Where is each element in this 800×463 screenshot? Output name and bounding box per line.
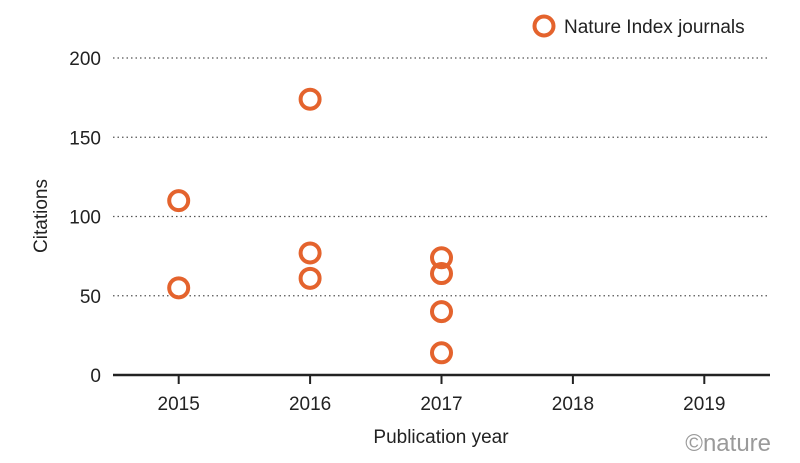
y-tick-label: 50 — [80, 287, 101, 308]
data-point — [298, 266, 322, 290]
x-tick-label: 2018 — [552, 394, 594, 415]
x-tick-label: 2019 — [683, 394, 725, 415]
y-tick-label: 100 — [69, 208, 101, 229]
y-axis-title: Citations — [31, 179, 52, 253]
y-tick-label: 150 — [69, 128, 101, 149]
data-point — [430, 262, 453, 286]
legend: Nature Index journals — [532, 14, 745, 38]
nature-credit-logo: ©nature — [685, 430, 771, 457]
legend-label: Nature Index journals — [564, 17, 745, 38]
legend-marker — [532, 14, 556, 38]
data-point — [430, 300, 453, 324]
data-point — [167, 276, 191, 300]
y-axis-ticks: 0 50 100 150 200 — [69, 49, 101, 387]
x-tick-label: 2015 — [158, 394, 200, 415]
data-point — [430, 341, 453, 365]
data-point — [430, 246, 453, 270]
data-point — [167, 189, 191, 213]
x-tick-label: 2016 — [289, 394, 331, 415]
x-tick-label: 2017 — [420, 394, 462, 415]
data-point — [298, 241, 322, 265]
data-points — [167, 87, 453, 365]
y-tick-label: 200 — [69, 49, 101, 70]
x-axis-ticks: 2015 2016 2017 2018 2019 — [158, 375, 725, 415]
y-tick-label: 0 — [90, 366, 101, 387]
x-axis-title: Publication year — [373, 427, 509, 448]
gridlines — [113, 57, 770, 297]
data-point — [298, 87, 322, 111]
